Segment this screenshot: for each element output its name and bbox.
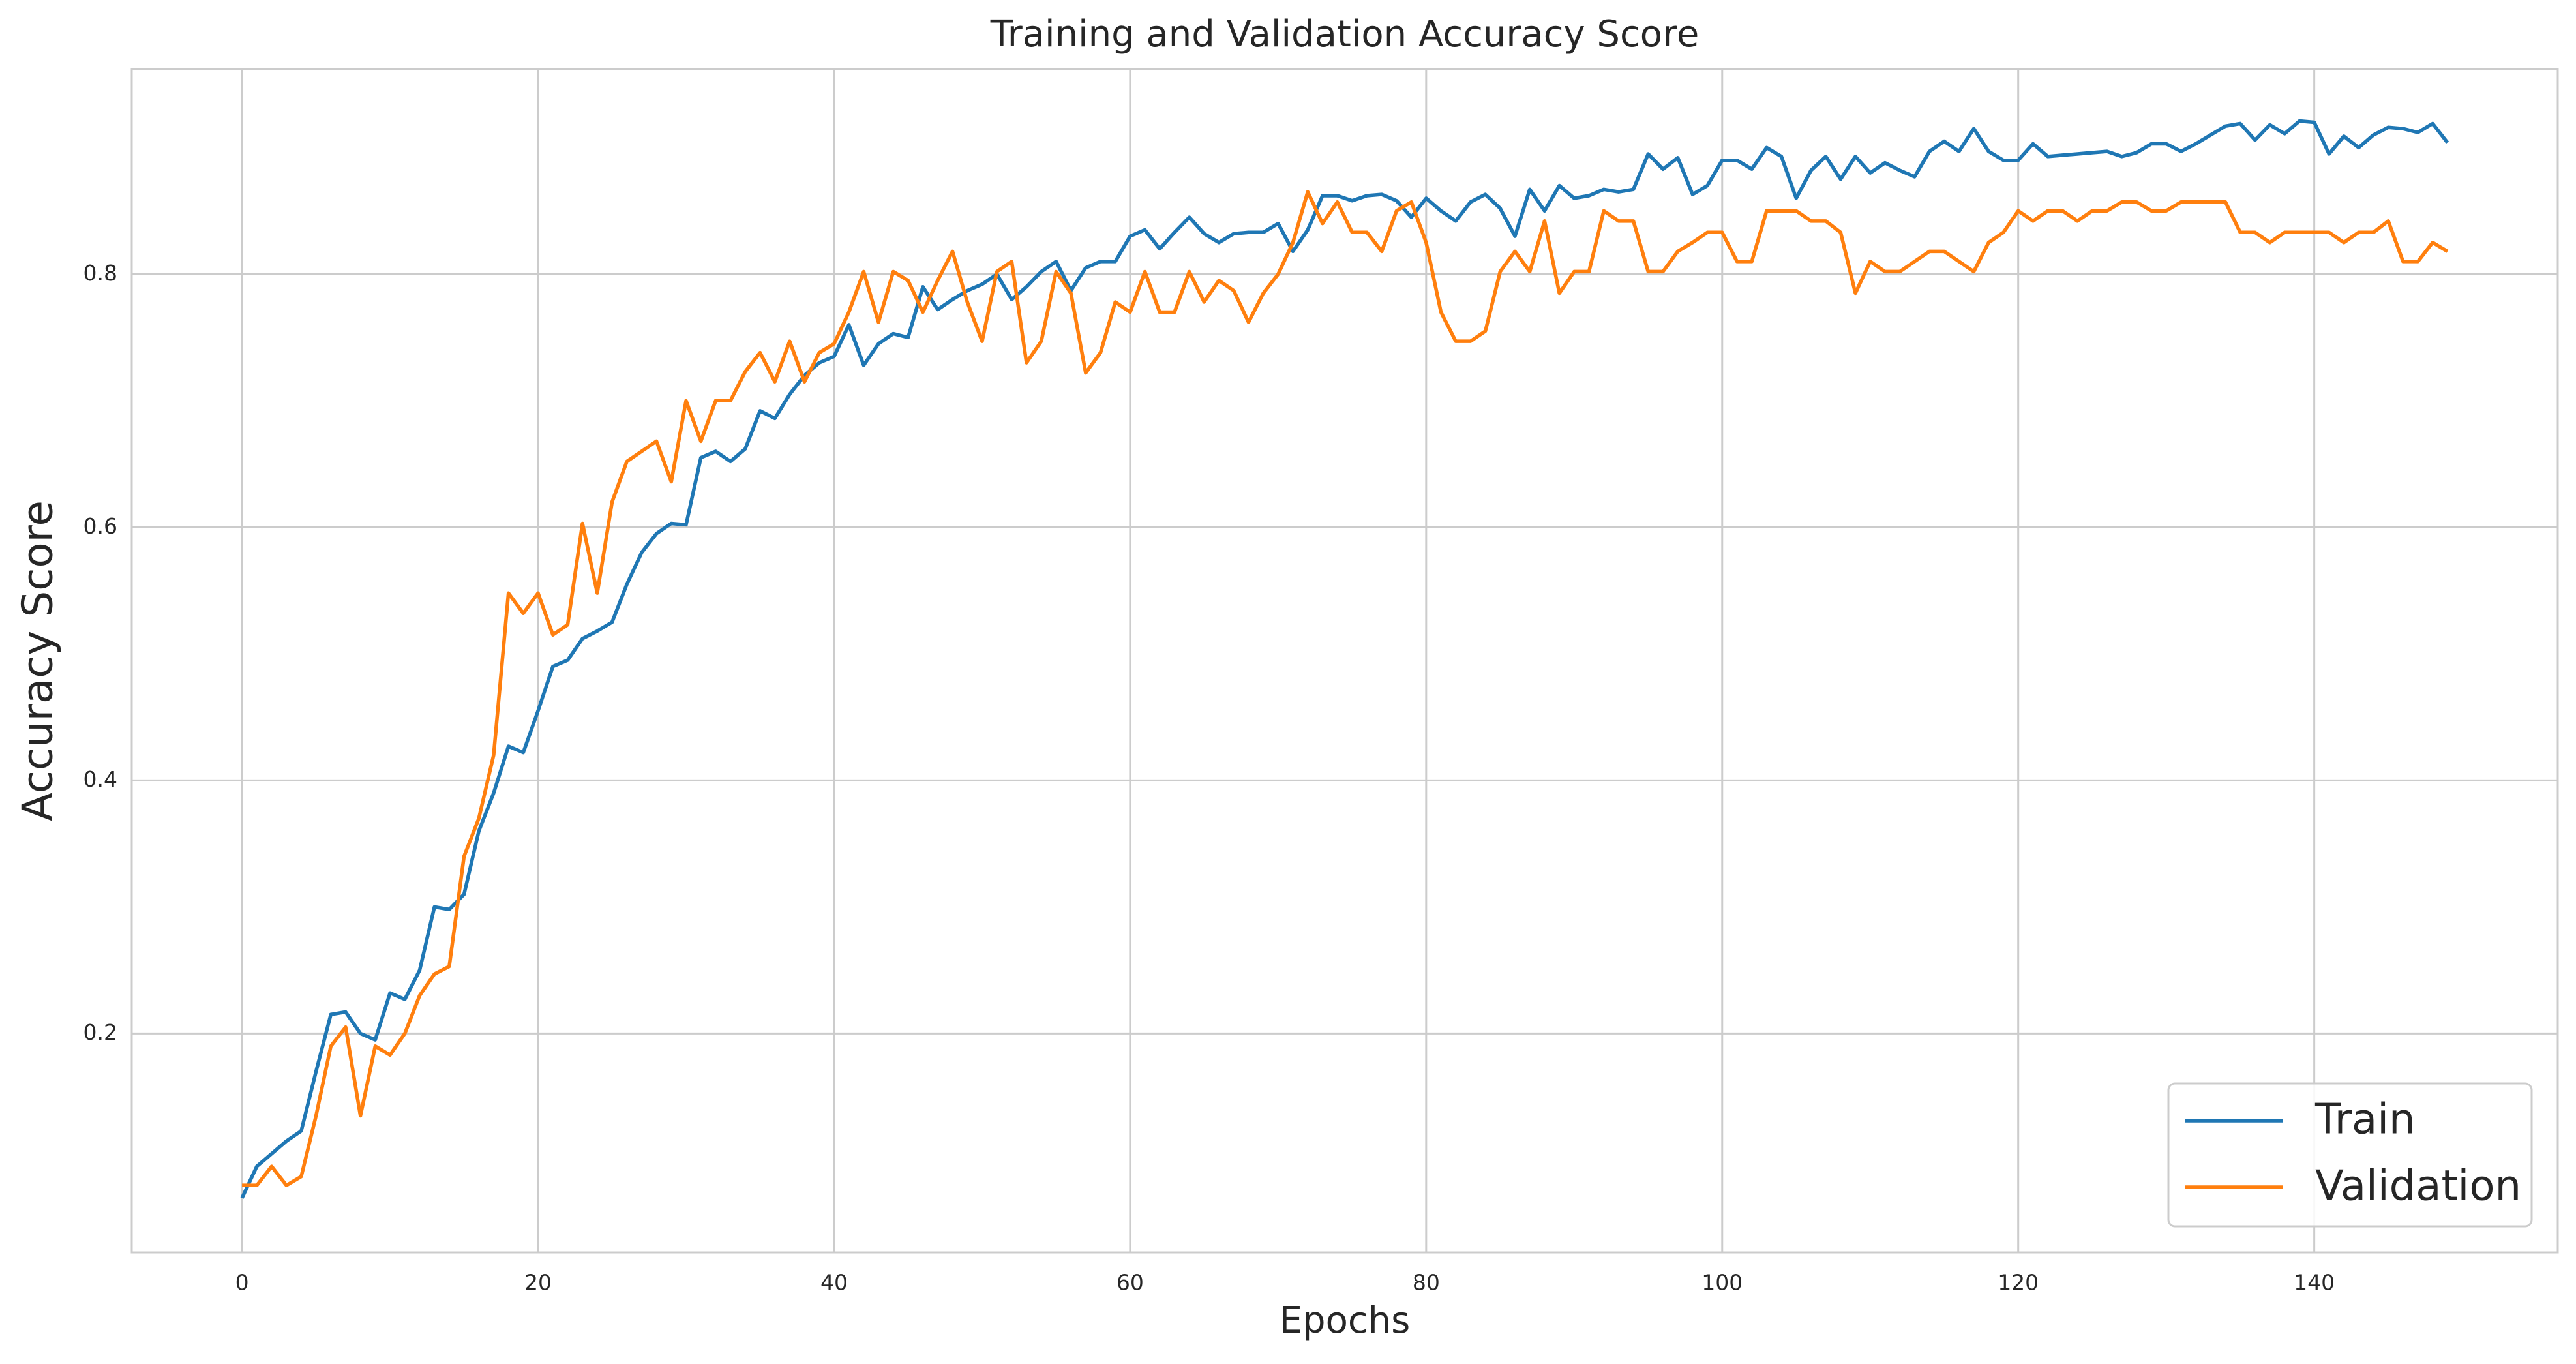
x-axis-label: Epochs <box>1280 1299 1411 1342</box>
line <box>240 119 2449 1199</box>
y-tick-label: 0.8 <box>83 260 117 286</box>
y-tick-label: 0.4 <box>83 766 117 792</box>
x-tick-label: 20 <box>524 1270 552 1296</box>
x-tick-label: 60 <box>1116 1270 1144 1296</box>
line <box>242 190 2449 1187</box>
x-tick-label: 0 <box>235 1270 249 1296</box>
x-tick-label: 120 <box>1998 1270 2039 1296</box>
plot-frame <box>130 68 2559 1254</box>
y-tick-label: 0.2 <box>83 1020 117 1045</box>
chart-title: Training and Validation Accuracy Score <box>990 13 1700 55</box>
legend-label: Validation <box>2315 1162 2521 1211</box>
legend-label: Train <box>2314 1096 2416 1144</box>
y-tick-label: 0.6 <box>83 513 117 539</box>
x-tick-label: 80 <box>1413 1270 1440 1296</box>
x-tick-label: 40 <box>820 1270 848 1296</box>
x-tick-label: 100 <box>1701 1270 1743 1296</box>
y-axis-label: Accuracy Score <box>14 500 63 821</box>
x-tick-label: 140 <box>2294 1270 2335 1296</box>
